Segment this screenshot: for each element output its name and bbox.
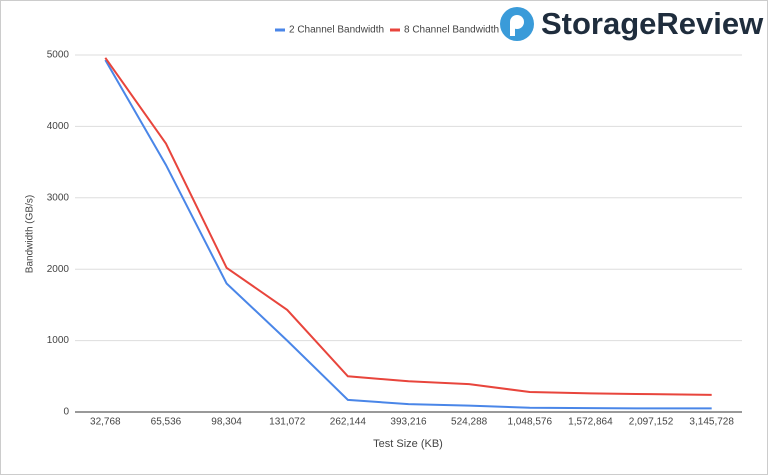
y-tick-label: 2000 <box>47 264 70 275</box>
x-axis-label: Test Size (KB) <box>373 438 443 450</box>
x-tick-label: 65,536 <box>151 417 182 428</box>
x-tick-label: 32,768 <box>90 417 121 428</box>
x-tick-label: 262,144 <box>330 417 367 428</box>
legend-label: 8 Channel Bandwidth <box>404 25 499 36</box>
x-tick-label: 131,072 <box>269 417 306 428</box>
y-tick-label: 0 <box>63 407 69 418</box>
logo-text: StorageReview <box>541 6 764 41</box>
logo-icon <box>500 7 534 41</box>
y-tick-label: 3000 <box>47 192 70 203</box>
x-tick-label: 3,145,728 <box>689 417 734 428</box>
y-axis-label: Bandwidth (GB/s) <box>25 195 36 273</box>
x-tick-label: 1,048,576 <box>508 417 553 428</box>
x-tick-label: 2,097,152 <box>629 417 674 428</box>
y-tick-label: 1000 <box>47 335 70 346</box>
y-tick-label: 4000 <box>47 121 70 132</box>
legend-label: 2 Channel Bandwidth <box>289 25 384 36</box>
x-tick-label: 98,304 <box>211 417 242 428</box>
y-tick-label: 5000 <box>47 50 70 61</box>
data-line <box>104 57 712 396</box>
x-tick-label: 393,216 <box>390 417 427 428</box>
x-tick-label: 524,288 <box>451 417 488 428</box>
data-line <box>104 59 712 410</box>
x-tick-label: 1,572,864 <box>568 417 613 428</box>
